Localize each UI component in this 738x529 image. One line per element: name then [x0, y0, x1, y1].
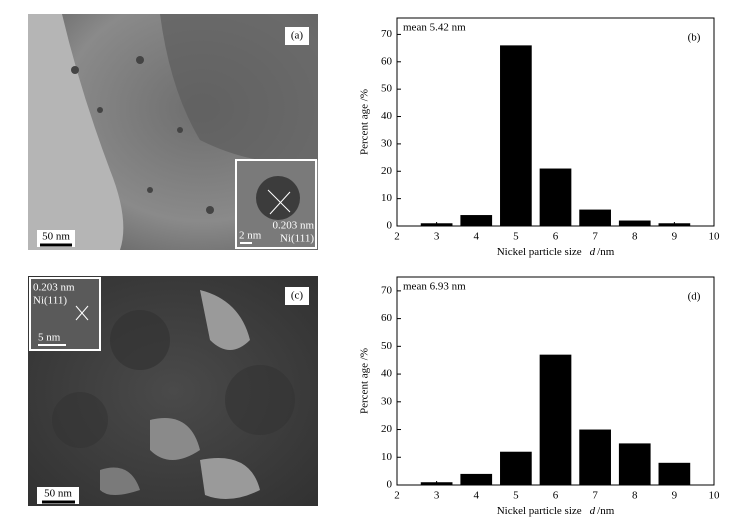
x-axis-label: Nickel particle size d/nm	[497, 246, 615, 258]
x-axis-label-part: /nm	[597, 246, 615, 258]
y-tick-label: 10	[381, 192, 393, 204]
y-tick-label: 70	[381, 284, 393, 296]
x-tick-label: 6	[553, 231, 559, 243]
inset-plane: Ni(111)	[280, 233, 314, 245]
x-tick-label: 2	[394, 490, 400, 502]
x-tick-label: 6	[553, 490, 559, 502]
y-axis-label: Percent age /%	[359, 89, 371, 155]
inset-scale: 2 nm	[239, 230, 262, 242]
x-axis-label-part: Nickel particle size	[497, 246, 582, 258]
y-tick-label: 10	[381, 451, 393, 463]
inset-scale: 5 nm	[38, 332, 61, 344]
x-axis-label-part: Nickel particle size	[497, 505, 582, 517]
x-tick-label: 5	[513, 231, 519, 243]
y-tick-label: 20	[381, 165, 393, 177]
scale-bar-label: 50 nm	[44, 488, 72, 500]
y-tick-label: 40	[381, 110, 393, 122]
inset-spacing: 0.203 nm	[33, 282, 75, 294]
x-tick-label: 8	[632, 231, 638, 243]
bar	[460, 215, 493, 226]
inset-spacing: 0.203 nm	[272, 220, 314, 232]
x-tick-label: 4	[474, 231, 480, 243]
tem-image-c	[28, 276, 318, 506]
y-tick-label: 0	[387, 220, 393, 232]
x-tick-label: 9	[672, 231, 678, 243]
annotation: mean 6.93 nm	[403, 281, 466, 293]
panel-label: (d)	[688, 291, 701, 303]
x-tick-label: 10	[709, 231, 721, 243]
scale-bar-label: 50 nm	[42, 231, 70, 243]
x-axis-label-part: d	[590, 505, 596, 517]
y-tick-label: 0	[387, 479, 393, 491]
x-tick-label: 7	[592, 231, 598, 243]
x-tick-label: 3	[434, 490, 440, 502]
bar	[539, 354, 572, 485]
bar	[500, 45, 532, 226]
inset-plane: Ni(111)	[33, 295, 67, 307]
y-tick-label: 30	[381, 395, 393, 407]
x-tick-label: 8	[632, 490, 638, 502]
bar	[579, 209, 611, 226]
x-axis-label: Nickel particle size d/nm	[497, 505, 615, 517]
bar	[658, 462, 691, 485]
x-tick-label: 7	[592, 490, 598, 502]
y-tick-label: 70	[381, 28, 393, 40]
bar	[618, 443, 651, 485]
bar	[539, 168, 572, 226]
x-axis-label-part: /nm	[597, 505, 615, 517]
x-tick-label: 9	[672, 490, 678, 502]
x-tick-label: 5	[513, 490, 519, 502]
bar	[460, 473, 493, 485]
y-tick-label: 60	[381, 312, 393, 324]
y-axis-label: Percent age /%	[359, 348, 371, 414]
panel-label: (b)	[688, 32, 701, 44]
x-tick-label: 3	[434, 231, 440, 243]
bar	[579, 429, 611, 485]
x-axis-label-part: d	[590, 246, 596, 258]
panel-label: (c)	[291, 290, 304, 302]
panel-label: (a)	[291, 30, 304, 42]
y-tick-label: 40	[381, 368, 393, 380]
y-tick-label: 50	[381, 83, 393, 95]
y-tick-label: 30	[381, 137, 393, 149]
x-tick-label: 10	[709, 490, 721, 502]
annotation: mean 5.42 nm	[403, 22, 466, 34]
y-tick-label: 50	[381, 340, 393, 352]
bar	[500, 451, 532, 485]
y-tick-label: 20	[381, 423, 393, 435]
y-tick-label: 60	[381, 55, 393, 67]
x-tick-label: 2	[394, 231, 400, 243]
tem-image-a	[28, 14, 318, 250]
x-tick-label: 4	[474, 490, 480, 502]
